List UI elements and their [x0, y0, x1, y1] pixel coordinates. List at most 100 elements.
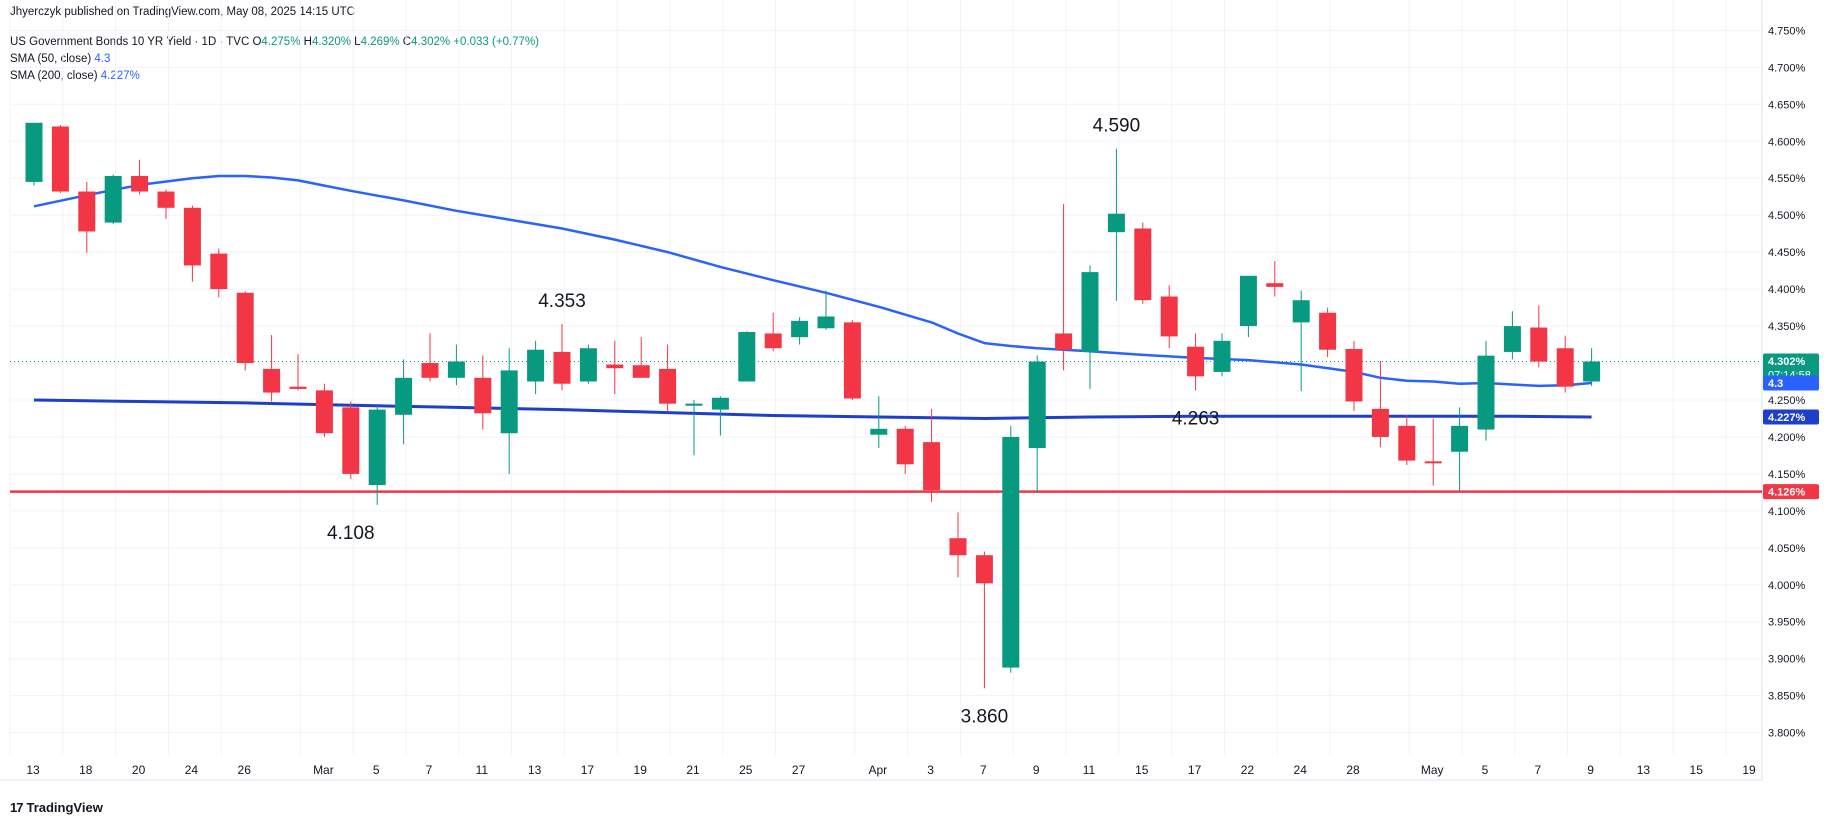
x-tick-label: 7 [426, 763, 433, 777]
candle-body[interactable] [553, 351, 571, 384]
candle-body[interactable] [1530, 327, 1548, 362]
sma200-legend[interactable]: SMA (200, close) 4.227% [10, 70, 140, 82]
x-tick-label: 19 [1742, 763, 1756, 777]
y-tick-label: 4.400% [1768, 284, 1806, 296]
candle-body[interactable] [104, 176, 122, 223]
candle-body[interactable] [78, 191, 96, 232]
candle-body[interactable] [1213, 340, 1231, 372]
candle-body[interactable] [1055, 333, 1073, 350]
candle-body[interactable] [975, 555, 993, 584]
candle-body[interactable] [843, 322, 861, 399]
candle-body[interactable] [764, 333, 782, 349]
candle-body[interactable] [1266, 283, 1284, 287]
sma200-value: 4.227% [100, 70, 140, 82]
price-annotation: 4.108 [327, 523, 375, 544]
candle-body[interactable] [1583, 361, 1601, 382]
y-tick-label: 4.200% [1768, 432, 1806, 444]
candle-body[interactable] [474, 377, 492, 414]
candle-body[interactable] [527, 349, 545, 382]
candle-body[interactable] [183, 207, 201, 266]
candle-body[interactable] [263, 368, 281, 393]
x-tick-label: 17 [581, 763, 595, 777]
tradingview-brand: TradingView [26, 800, 103, 815]
candle-body[interactable] [1187, 346, 1205, 377]
x-tick-label: 24 [1294, 763, 1308, 777]
candle-body[interactable] [236, 292, 254, 364]
candle-body[interactable] [342, 407, 360, 474]
candle-body[interactable] [368, 409, 386, 485]
candle-body[interactable] [1160, 296, 1178, 337]
y-tick-label: 3.850% [1768, 691, 1806, 703]
candle-body[interactable] [1028, 361, 1046, 449]
y-tick-label: 4.250% [1768, 395, 1806, 407]
sma50-legend[interactable]: SMA (50, close) 4.3 [10, 53, 110, 65]
y-tick-label: 4.350% [1768, 321, 1806, 333]
tradingview-footer[interactable]: 17 TradingView [10, 800, 103, 815]
candle-body[interactable] [1503, 326, 1521, 352]
candle-body[interactable] [1107, 213, 1125, 233]
candle-body[interactable] [1477, 355, 1495, 430]
sma50-line[interactable] [33, 174, 1592, 388]
ohlc-low: L4.269% [354, 36, 400, 48]
candle-body[interactable] [1556, 348, 1574, 387]
candle-body[interactable] [923, 442, 941, 491]
candle-body[interactable] [1292, 300, 1310, 323]
candle-body[interactable] [632, 365, 650, 378]
candle-body[interactable] [870, 428, 888, 435]
candle-body[interactable] [1398, 425, 1416, 461]
candle-body[interactable] [1345, 348, 1363, 402]
y-tick-label: 4.550% [1768, 173, 1806, 185]
candle-body[interactable] [738, 331, 756, 382]
price-axis-label: 4.126% [1768, 487, 1806, 499]
candle-body[interactable] [817, 316, 835, 329]
candle-body[interactable] [157, 191, 175, 208]
candle-body[interactable] [1239, 275, 1257, 327]
y-tick-label: 4.700% [1768, 62, 1806, 74]
y-tick-label: 3.950% [1768, 617, 1806, 629]
candle-body[interactable] [51, 126, 69, 192]
candle-body[interactable] [1371, 408, 1389, 437]
ohlc-high: H4.320% [303, 36, 351, 48]
candle-body[interactable] [447, 361, 465, 378]
candle-body[interactable] [1319, 312, 1337, 350]
y-tick-label: 4.750% [1768, 25, 1806, 37]
candle-body[interactable] [949, 538, 967, 556]
y-tick-label: 4.450% [1768, 247, 1806, 259]
candle-body[interactable] [1451, 425, 1469, 452]
x-tick-label: 13 [26, 763, 40, 777]
candle-body[interactable] [395, 377, 413, 415]
y-tick-label: 4.650% [1768, 99, 1806, 111]
candle-body[interactable] [685, 403, 703, 406]
candle-body[interactable] [896, 428, 914, 465]
candle-body[interactable] [289, 386, 307, 389]
candle-body[interactable] [500, 370, 518, 434]
price-annotation: 4.353 [538, 291, 586, 312]
x-tick-label: 13 [528, 763, 542, 777]
candle-body[interactable] [131, 176, 149, 192]
candle-body[interactable] [1081, 272, 1099, 352]
candle-body[interactable] [1134, 228, 1152, 301]
ohlc-close: C4.302% [402, 36, 451, 48]
candle-body[interactable] [606, 364, 624, 369]
x-tick-label: 18 [79, 763, 93, 777]
price-annotation: 4.590 [1093, 116, 1141, 137]
price-axis-label: 4.227% [1768, 412, 1806, 424]
candle-body[interactable] [1424, 461, 1442, 464]
price-axis-label: 4.302% [1768, 356, 1806, 368]
candle-body[interactable] [421, 363, 439, 378]
candle-body[interactable] [210, 253, 228, 290]
candle-body[interactable] [1002, 436, 1020, 668]
x-tick-label: 15 [1690, 763, 1704, 777]
publisher-line: Jhyerczyk published on TradingView.com, … [10, 6, 355, 18]
price-axis-label-bg [1763, 484, 1819, 500]
candle-body[interactable] [25, 122, 43, 182]
sma200-line[interactable] [33, 398, 1592, 420]
x-tick-label: 19 [634, 763, 648, 777]
candle-body[interactable] [315, 390, 333, 434]
candle-body[interactable] [659, 368, 677, 404]
candle-body[interactable] [791, 320, 809, 338]
x-tick-label: 25 [739, 763, 753, 777]
candle-body[interactable] [579, 348, 597, 382]
candle-body[interactable] [711, 397, 729, 410]
